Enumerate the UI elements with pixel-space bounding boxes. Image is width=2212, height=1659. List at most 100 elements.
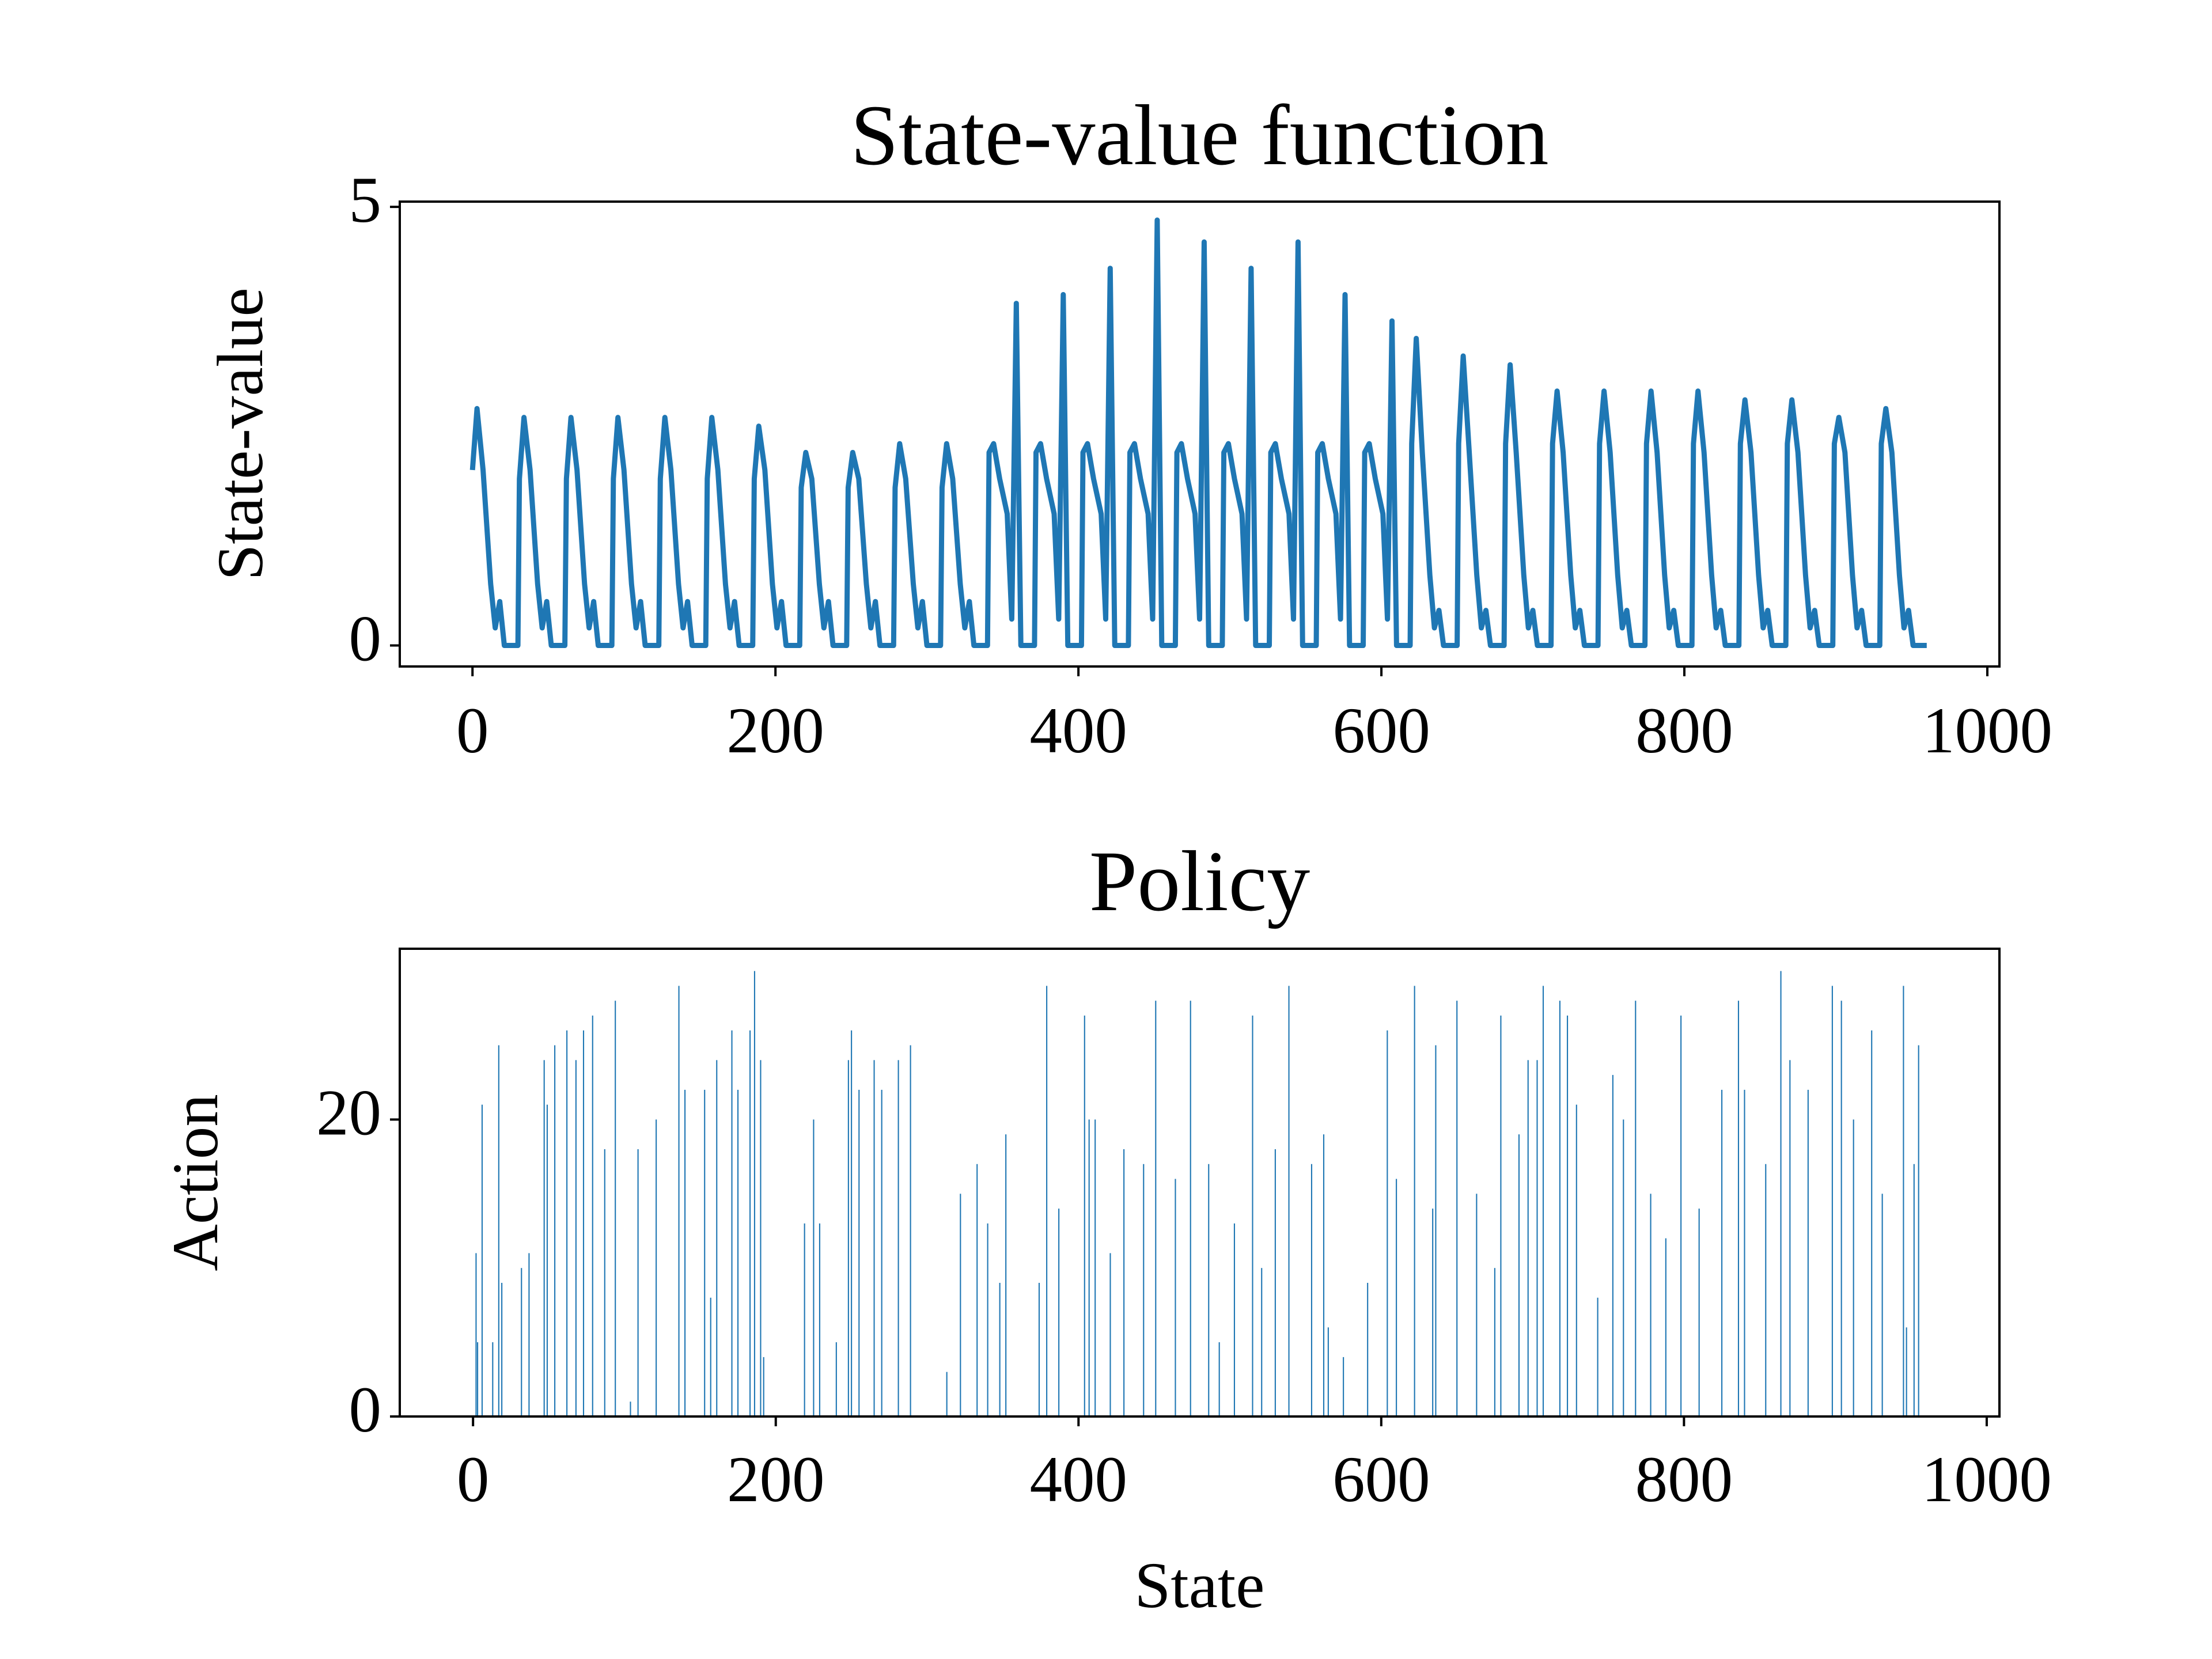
bar xyxy=(1665,1238,1666,1416)
bar xyxy=(615,1001,616,1416)
bar xyxy=(1518,1134,1520,1416)
x-tick-label: 600 xyxy=(1332,695,1430,767)
bar xyxy=(1623,1119,1624,1416)
bar xyxy=(678,986,680,1416)
bar xyxy=(1721,1089,1723,1416)
bar xyxy=(946,1372,948,1416)
bar xyxy=(987,1223,988,1416)
bar xyxy=(1680,1016,1682,1416)
bar xyxy=(592,1016,593,1416)
bar xyxy=(1789,1060,1791,1416)
y-axis-label: State-value xyxy=(204,287,276,580)
bar xyxy=(475,1253,477,1416)
bar xyxy=(704,1089,706,1416)
bar xyxy=(1218,1342,1220,1416)
bar xyxy=(1476,1194,1478,1416)
bar xyxy=(749,1030,751,1416)
x-tick-label: 0 xyxy=(457,1444,490,1516)
bar xyxy=(498,1045,499,1416)
x-tick-label: 800 xyxy=(1635,695,1733,767)
bar xyxy=(716,1060,718,1416)
bar xyxy=(521,1268,522,1416)
bar xyxy=(1456,1001,1458,1416)
bar xyxy=(1913,1164,1915,1416)
bar xyxy=(897,1060,899,1416)
bar xyxy=(1327,1327,1329,1416)
x-tick-label: 0 xyxy=(456,695,489,767)
y-axis-label: Action xyxy=(160,1094,232,1271)
value-line xyxy=(469,217,1927,648)
bar xyxy=(960,1194,961,1416)
bar xyxy=(763,1357,764,1416)
bar xyxy=(546,1104,548,1416)
bar xyxy=(1612,1075,1613,1416)
bar xyxy=(543,1060,545,1416)
axes-frame xyxy=(399,200,2001,668)
bar xyxy=(630,1402,631,1416)
bar xyxy=(1807,1089,1809,1416)
bar xyxy=(760,1060,762,1416)
bar xyxy=(1143,1164,1145,1416)
y-tick-label: 5 xyxy=(349,164,382,236)
bar xyxy=(737,1089,739,1416)
bar xyxy=(1343,1357,1344,1416)
bar xyxy=(1396,1179,1397,1416)
bar xyxy=(1527,1060,1529,1416)
x-tick-label: 200 xyxy=(726,695,824,767)
bar xyxy=(1500,1016,1502,1416)
bar xyxy=(1310,1164,1313,1416)
bar xyxy=(528,1253,530,1416)
bar xyxy=(1840,1001,1842,1416)
subplot-title: State-value function xyxy=(850,88,1548,183)
bar xyxy=(1542,986,1544,1416)
bar xyxy=(910,1045,911,1416)
bar xyxy=(1005,1134,1007,1416)
bar xyxy=(813,1119,815,1416)
bar xyxy=(731,1030,733,1416)
bar xyxy=(710,1297,711,1416)
bar xyxy=(1765,1164,1767,1416)
bar xyxy=(604,1149,605,1416)
bar xyxy=(1058,1209,1060,1416)
bar xyxy=(1323,1134,1325,1416)
bar xyxy=(1903,986,1904,1416)
bar xyxy=(804,1223,805,1416)
bar xyxy=(575,1060,577,1416)
bar xyxy=(637,1149,639,1416)
bar xyxy=(819,1223,820,1416)
bar xyxy=(1038,1283,1040,1416)
bar xyxy=(1435,1045,1437,1416)
bar xyxy=(1566,1016,1569,1416)
bar xyxy=(1414,986,1415,1416)
bar xyxy=(999,1283,1001,1416)
x-tick-label: 400 xyxy=(1030,1444,1128,1516)
bar xyxy=(976,1164,978,1416)
bar xyxy=(1261,1268,1263,1416)
bar xyxy=(1084,1016,1085,1416)
bar xyxy=(1737,1001,1740,1416)
y-tick-label: 0 xyxy=(349,1374,382,1446)
bar xyxy=(1918,1045,1919,1416)
bar xyxy=(1088,1119,1090,1416)
bar xyxy=(1575,1104,1577,1416)
bar xyxy=(481,1104,483,1416)
bar xyxy=(851,1030,853,1416)
bar xyxy=(835,1342,837,1416)
bar xyxy=(1635,1001,1637,1416)
bar xyxy=(1853,1119,1854,1416)
bar xyxy=(492,1342,494,1416)
bar xyxy=(1650,1194,1652,1416)
bar xyxy=(1536,1060,1538,1416)
bar xyxy=(873,1060,875,1416)
bar xyxy=(1881,1194,1883,1416)
bar xyxy=(656,1119,657,1416)
bar xyxy=(858,1089,860,1416)
x-tick-label: 200 xyxy=(727,1444,825,1516)
bar xyxy=(1274,1149,1276,1416)
axes-frame xyxy=(399,948,2001,1418)
bar xyxy=(684,1089,686,1416)
bar xyxy=(1208,1164,1210,1416)
bar xyxy=(501,1283,503,1416)
bar xyxy=(1046,986,1048,1416)
